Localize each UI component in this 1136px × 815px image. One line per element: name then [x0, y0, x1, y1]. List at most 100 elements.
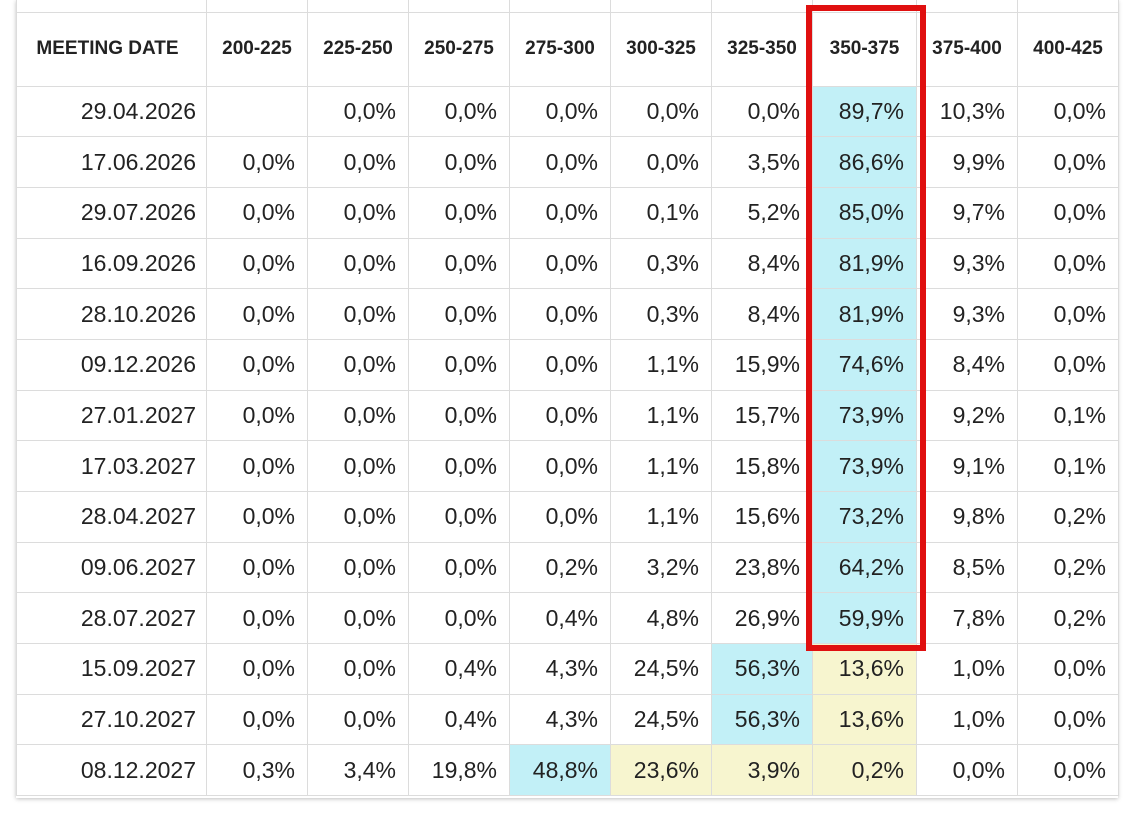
probability-cell: 19,8%	[408, 744, 510, 797]
probability-cell: 0,3%	[610, 288, 712, 340]
column-header: 225-250	[307, 11, 409, 87]
rate-probability-table: MEETING DATE 200-225 225-250 250-275 275…	[16, 0, 1119, 797]
column-header: 375-400	[916, 11, 1018, 87]
probability-cell: 48,8%	[509, 744, 611, 797]
meeting-date-cell: 15.09.2027	[16, 643, 207, 695]
probability-cell: 81,9%	[812, 237, 917, 290]
probability-cell: 0,0%	[711, 85, 813, 138]
probability-cell: 0,2%	[1017, 541, 1119, 594]
probability-cell: 0,0%	[509, 186, 611, 239]
probability-cell: 0,0%	[610, 136, 712, 188]
probability-cell: 9,9%	[916, 136, 1018, 188]
probability-cell: 0,0%	[509, 85, 611, 138]
probability-cell: 0,0%	[408, 541, 510, 594]
probability-cell: 0,0%	[206, 491, 308, 543]
table-row: 08.12.2027 0,3% 3,4% 19,8% 48,8% 23,6% 3,9% 0,2…	[16, 744, 1119, 797]
table-row: 09.12.2026 0,0% 0,0% 0,0% 0,0% 1,1% 15,9% 74,6%…	[16, 338, 1119, 391]
probability-cell: 0,0%	[408, 237, 510, 290]
probability-cell: 0,0%	[509, 136, 611, 188]
table-row: 15.09.2027 0,0% 0,0% 0,4% 4,3% 24,5% 56,3% 13,6…	[16, 643, 1119, 695]
probability-cell: 0,0%	[206, 237, 308, 290]
table-row: 29.04.2026 0,0% 0,0% 0,0% 0,0% 0,0% 89,7% 10,3%…	[16, 85, 1119, 138]
table-row: 28.07.2027 0,0% 0,0% 0,0% 0,4% 4,8% 26,9% 59,9%…	[16, 592, 1119, 645]
table-row: 17.06.2026 0,0% 0,0% 0,0% 0,0% 0,0% 3,5% 86,6% 9…	[16, 136, 1119, 188]
probability-cell: 74,6%	[812, 338, 917, 391]
probability-cell: 0,0%	[509, 491, 611, 543]
probability-cell: 0,0%	[307, 643, 409, 695]
probability-cell: 0,0%	[206, 592, 308, 645]
table-row: 09.06.2027 0,0% 0,0% 0,0% 0,2% 3,2% 23,8% 64,2%…	[16, 541, 1119, 594]
probability-cell: 85,0%	[812, 186, 917, 239]
probability-cell: 0,0%	[307, 693, 409, 746]
probability-cell: 0,0%	[408, 440, 510, 492]
meeting-date-cell: 08.12.2027	[16, 744, 207, 797]
meeting-date-cell: 28.07.2027	[16, 592, 207, 645]
probability-cell: 9,7%	[916, 186, 1018, 239]
probability-cell: 64,2%	[812, 541, 917, 594]
meeting-date-cell: 29.07.2026	[16, 186, 207, 239]
table-row: 27.01.2027 0,0% 0,0% 0,0% 0,0% 1,1% 15,7% 73,9%…	[16, 389, 1119, 442]
probability-cell: 0,0%	[307, 237, 409, 290]
probability-cell: 7,8%	[916, 592, 1018, 645]
probability-cell: 0,0%	[307, 541, 409, 594]
probability-cell: 0,0%	[1017, 136, 1119, 188]
probability-cell: 0,0%	[1017, 288, 1119, 340]
table-row: 17.03.2027 0,0% 0,0% 0,0% 0,0% 1,1% 15,8% 73,9%…	[16, 440, 1119, 492]
table-row: 27.10.2027 0,0% 0,0% 0,4% 4,3% 24,5% 56,3% 13,6…	[16, 693, 1119, 746]
probability-cell: 3,9%	[711, 744, 813, 797]
probability-cell: 0,0%	[408, 85, 510, 138]
meeting-date-cell: 28.10.2026	[16, 288, 207, 340]
probability-cell: 59,9%	[812, 592, 917, 645]
probability-cell: 9,8%	[916, 491, 1018, 543]
probability-cell: 8,4%	[916, 338, 1018, 391]
probability-cell: 3,4%	[307, 744, 409, 797]
table-row: 29.07.2026 0,0% 0,0% 0,0% 0,0% 0,1% 5,2% 85,0% 9…	[16, 186, 1119, 239]
probability-cell: 0,4%	[509, 592, 611, 645]
probability-cell: 73,9%	[812, 389, 917, 442]
probability-cell: 73,2%	[812, 491, 917, 543]
column-header: MEETING DATE	[16, 11, 207, 87]
probability-cell: 0,0%	[307, 338, 409, 391]
probability-cell: 0,0%	[509, 338, 611, 391]
probability-cell: 0,0%	[206, 389, 308, 442]
probability-cell	[206, 85, 308, 138]
probability-cell: 73,9%	[812, 440, 917, 492]
probability-cell: 4,3%	[509, 643, 611, 695]
column-header: 325-350	[711, 11, 813, 87]
probability-cell: 1,1%	[610, 338, 712, 391]
probability-cell: 89,7%	[812, 85, 917, 138]
probability-cell: 0,0%	[509, 288, 611, 340]
probability-cell: 9,3%	[916, 237, 1018, 290]
probability-cell: 13,6%	[812, 643, 917, 695]
column-header: 250-275	[408, 11, 510, 87]
spacer-row	[16, 0, 1119, 13]
probability-cell: 26,9%	[711, 592, 813, 645]
probability-cell: 0,0%	[408, 186, 510, 239]
probability-cell: 0,2%	[1017, 592, 1119, 645]
meeting-date-cell: 16.09.2026	[16, 237, 207, 290]
probability-cell: 0,0%	[1017, 338, 1119, 391]
probability-cell: 0,0%	[307, 186, 409, 239]
probability-cell: 0,0%	[206, 338, 308, 391]
probability-cell: 0,0%	[1017, 85, 1119, 138]
column-header: 300-325	[610, 11, 712, 87]
probability-cell: 0,0%	[206, 136, 308, 188]
probability-cell: 0,0%	[1017, 744, 1119, 797]
meeting-date-cell: 17.03.2027	[16, 440, 207, 492]
probability-cell: 0,1%	[1017, 440, 1119, 492]
probability-cell: 0,3%	[206, 744, 308, 797]
probability-cell: 23,8%	[711, 541, 813, 594]
probability-cell: 0,2%	[509, 541, 611, 594]
probability-cell: 8,5%	[916, 541, 1018, 594]
meeting-date-cell: 28.04.2027	[16, 491, 207, 543]
probability-cell: 0,0%	[206, 288, 308, 340]
probability-cell: 86,6%	[812, 136, 917, 188]
probability-cell: 5,2%	[711, 186, 813, 239]
probability-cell: 8,4%	[711, 288, 813, 340]
probability-cell: 0,2%	[1017, 491, 1119, 543]
probability-cell: 0,0%	[408, 592, 510, 645]
meeting-date-cell: 17.06.2026	[16, 136, 207, 188]
table-row: 28.04.2027 0,0% 0,0% 0,0% 0,0% 1,1% 15,6% 73,2%…	[16, 491, 1119, 543]
probability-cell: 0,0%	[1017, 643, 1119, 695]
probability-cell: 15,9%	[711, 338, 813, 391]
